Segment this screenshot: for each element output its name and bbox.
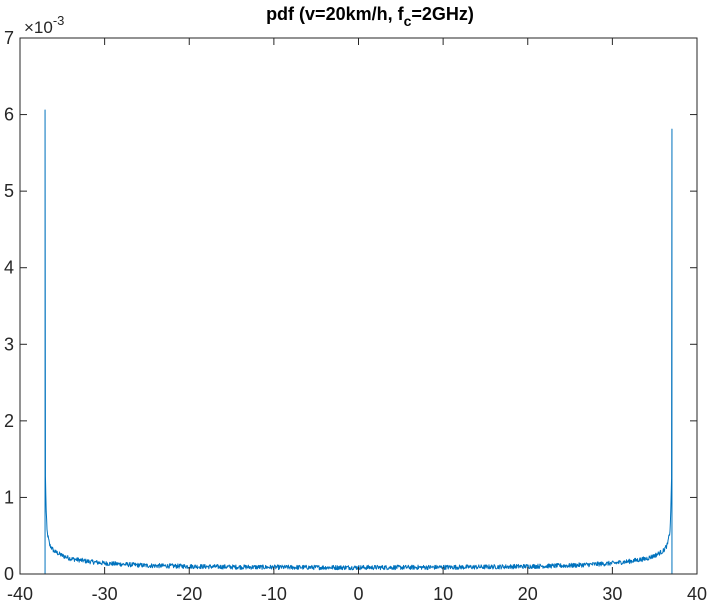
y-tick-label: 1: [4, 487, 14, 507]
y-tick-label: 5: [4, 181, 14, 201]
x-tick-label: 10: [433, 584, 453, 604]
x-tick-label: -30: [92, 584, 118, 604]
x-tick-label: 30: [602, 584, 622, 604]
y-axis: 0 1 2 3 4 5 6 7: [4, 28, 697, 584]
y-tick-label: 0: [4, 564, 14, 584]
y-tick-label: 3: [4, 334, 14, 354]
x-tick-label: -10: [261, 584, 287, 604]
x-tick-label: -20: [176, 584, 202, 604]
y-tick-label: 4: [4, 258, 14, 278]
x-tick-label: -40: [7, 584, 33, 604]
y-exponent-power: -3: [53, 13, 65, 28]
chart-title: pdf (v=20km/h, fc=2GHz): [266, 4, 474, 29]
chart-title-main: pdf (v=20km/h, f: [266, 4, 405, 24]
y-tick-label: 2: [4, 411, 14, 431]
y-exponent-base: ×10: [24, 18, 53, 37]
y-exponent-label: ×10-3: [24, 13, 64, 37]
x-tick-label: 40: [687, 584, 707, 604]
x-tick-label: 0: [353, 584, 363, 604]
y-tick-label: 7: [4, 28, 14, 48]
series-line: [44, 109, 673, 574]
y-tick-label: 6: [4, 105, 14, 125]
chart-title-tail: =2GHz): [411, 4, 474, 24]
chart-title-subscript: c: [404, 13, 412, 29]
axes-box: [19, 37, 698, 575]
plot-area: [44, 109, 673, 574]
x-axis: -40 -30 -20 -10 0 10 20 30 40: [7, 38, 707, 604]
x-tick-label: 20: [518, 584, 538, 604]
